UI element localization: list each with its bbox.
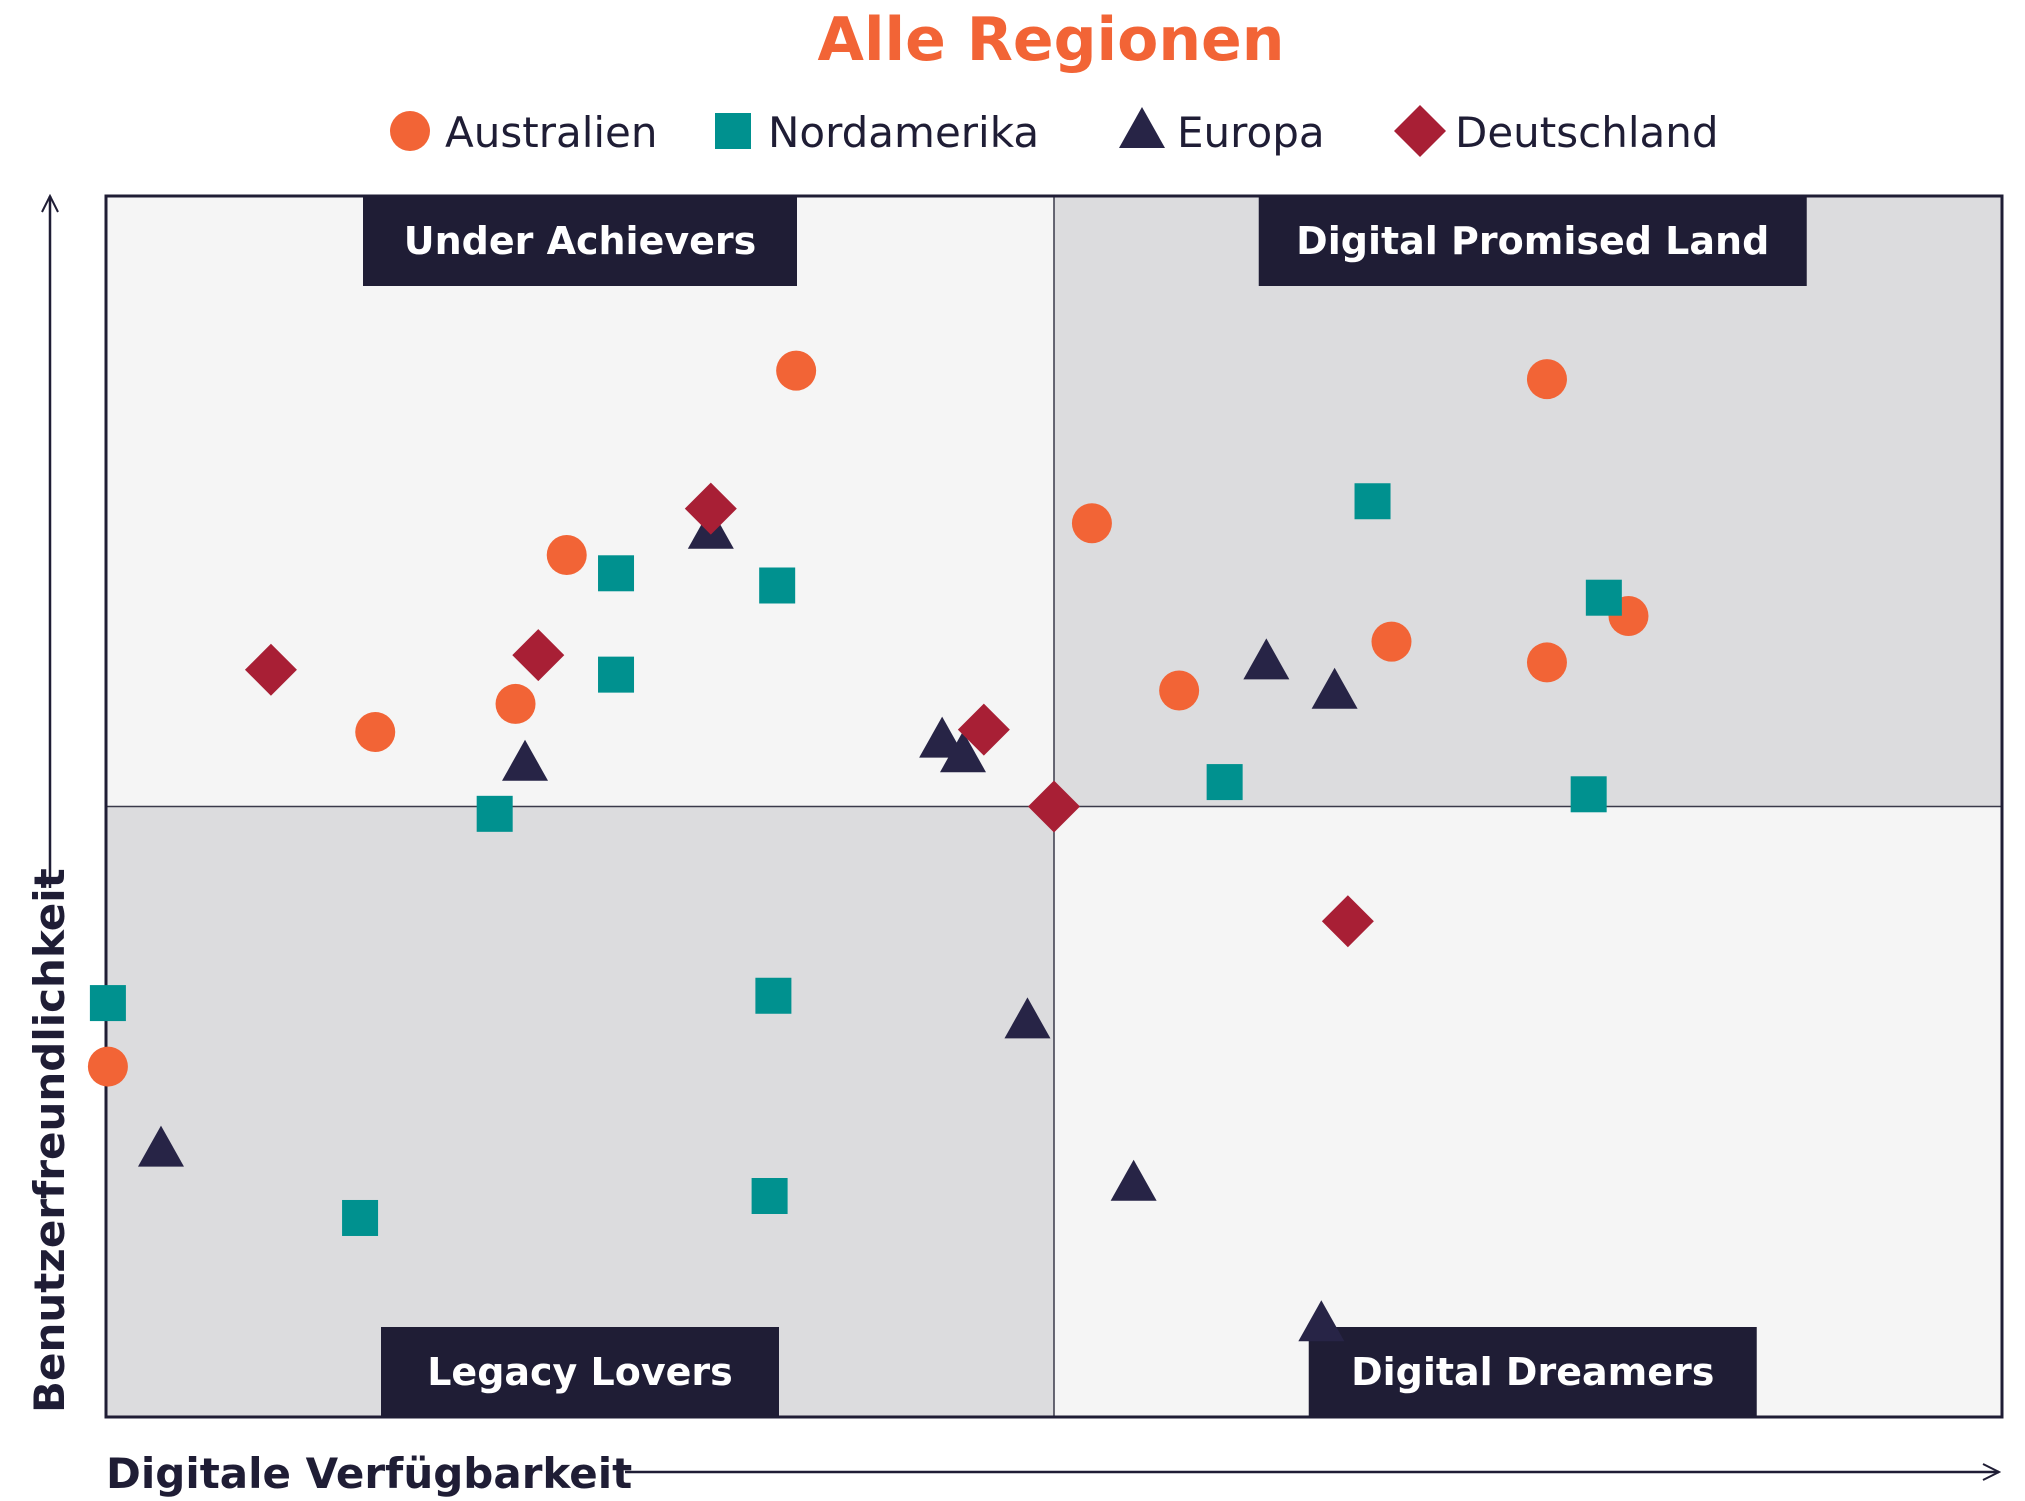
point-australien-2 [546, 534, 587, 575]
point-australien-6 [1071, 503, 1112, 544]
point-australien-4 [355, 712, 396, 753]
quadrant-bottom-right [1054, 806, 2002, 1417]
point-nordamerika-3 [598, 656, 635, 693]
legend-label-australien: Australien [445, 108, 658, 157]
quadrant-label-digital-dreamers: Digital Dreamers [1308, 1327, 1757, 1417]
legend: Australien Nordamerika Europa Deutschland [390, 105, 1719, 157]
point-deutschland-3 [512, 629, 565, 682]
point-australien-8 [1371, 621, 1412, 662]
legend-item-australien: Australien [390, 108, 658, 157]
point-australien-9 [1526, 359, 1567, 400]
point-australien-5 [87, 1046, 128, 1087]
legend-label-europa: Europa [1177, 108, 1325, 157]
legend-label-deutschland: Deutschland [1455, 108, 1719, 157]
point-europa-10 [1298, 1300, 1345, 1342]
y-axis-label: Benutzerfreundlichkeit [25, 868, 74, 1413]
legend-marker-nordamerika [715, 113, 751, 149]
point-europa-2 [502, 739, 549, 781]
quadrant-label-legacy-lovers-box [381, 1327, 779, 1417]
point-nordamerika-9 [1354, 483, 1391, 520]
point-europa-3 [919, 716, 966, 758]
x-axis-label: Digitale Verfügbarkeit [106, 1449, 632, 1498]
point-deutschland-2 [244, 643, 297, 696]
plot-border [104, 194, 2004, 1419]
quadrant-label-legacy-lovers: Legacy Lovers [381, 1327, 779, 1417]
quadrant-bottom-left [106, 806, 1054, 1417]
series-europa [137, 507, 1358, 1342]
quadrant-label-digital-promised-land-box [1258, 196, 1807, 286]
point-nordamerika-6 [755, 977, 792, 1014]
quadrant-label-digital-dreamers-text: Digital Dreamers [1351, 1350, 1714, 1394]
point-europa-8 [1243, 638, 1290, 680]
point-australien-1 [776, 350, 817, 391]
point-nordamerika-11 [1206, 764, 1243, 801]
point-deutschland-4 [957, 703, 1010, 756]
point-australien-7 [1159, 670, 1200, 711]
chart-title: Alle Regionen [818, 5, 1285, 75]
quadrant-top-left [106, 196, 1054, 807]
quadrant-labels: Under Achievers Digital Promised Land Lega… [363, 196, 1807, 1417]
point-australien-3 [495, 683, 536, 724]
point-nordamerika-8 [751, 1177, 788, 1214]
quadrant-top-right [1054, 196, 2002, 807]
legend-item-nordamerika: Nordamerika [715, 108, 1039, 157]
point-nordamerika-1 [598, 555, 635, 592]
series-australien [87, 350, 1649, 1087]
point-nordamerika-2 [759, 567, 796, 604]
legend-item-europa: Europa [1119, 107, 1325, 157]
legend-item-deutschland: Deutschland [1394, 105, 1719, 157]
legend-marker-europa [1119, 107, 1165, 148]
point-australien-10 [1526, 642, 1567, 683]
point-europa-4 [939, 731, 986, 773]
point-deutschland-5 [1028, 780, 1080, 833]
point-nordamerika-4 [476, 795, 513, 832]
point-nordamerika-12 [1570, 776, 1607, 813]
quadrant-label-legacy-lovers-text: Legacy Lovers [427, 1350, 733, 1394]
quadrant-label-under-achievers-text: Under Achievers [404, 219, 757, 263]
point-nordamerika-7 [342, 1199, 379, 1236]
quadrant-label-under-achievers: Under Achievers [363, 196, 797, 286]
legend-label-nordamerika: Nordamerika [768, 108, 1039, 157]
point-europa-5 [137, 1125, 184, 1167]
legend-marker-deutschland [1394, 105, 1446, 157]
data-points [87, 350, 1649, 1342]
legend-marker-australien [390, 111, 430, 151]
quadrant-label-digital-dreamers-box [1308, 1327, 1757, 1417]
series-nordamerika [89, 483, 1622, 1236]
series-deutschland [244, 482, 1374, 948]
point-nordamerika-5 [89, 985, 126, 1022]
quadrant-backgrounds [104, 194, 2004, 1419]
point-deutschland-1 [684, 482, 737, 535]
point-europa-7 [1110, 1159, 1157, 1201]
quadrant-label-under-achievers-box [363, 196, 797, 286]
quadrant-label-digital-promised-land-text: Digital Promised Land [1296, 219, 1769, 263]
point-europa-6 [1004, 997, 1051, 1039]
quadrant-label-digital-promised-land: Digital Promised Land [1258, 196, 1807, 286]
point-nordamerika-10 [1585, 579, 1622, 616]
point-europa-9 [1311, 667, 1358, 709]
point-deutschland-6 [1321, 895, 1374, 948]
